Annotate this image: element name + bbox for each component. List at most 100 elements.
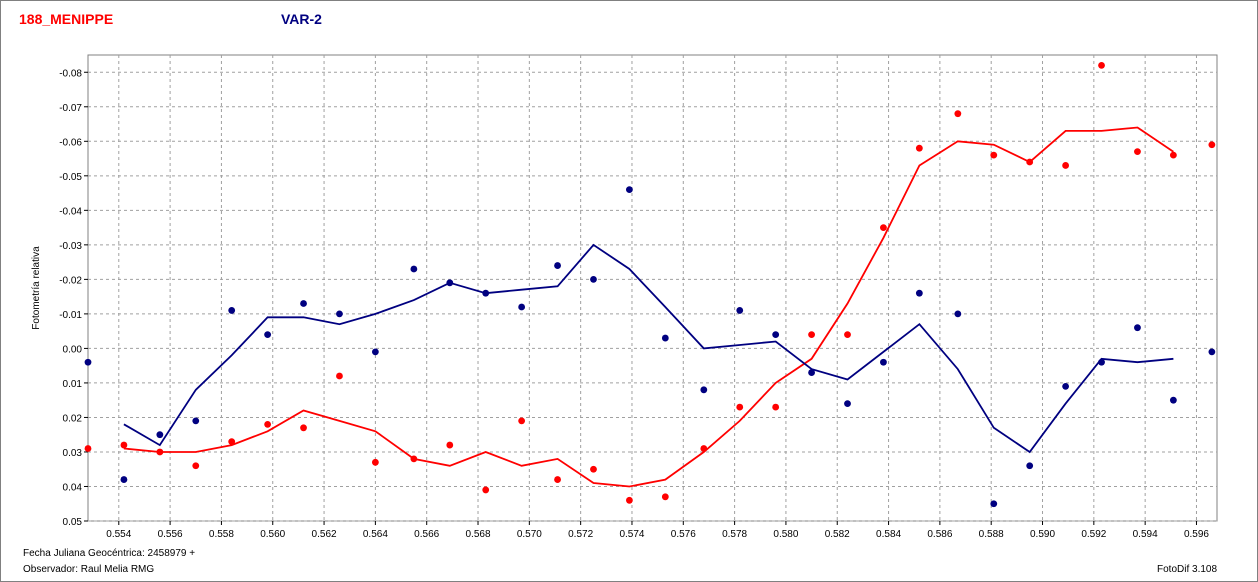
y-tick-label: 0.03: [63, 448, 83, 459]
series-0-point: [736, 403, 744, 411]
y-tick-label: -0.01: [59, 310, 82, 321]
series-1-point: [264, 331, 272, 338]
series-1-point: [915, 289, 923, 297]
x-tick-label: 0.596: [1184, 529, 1209, 540]
series-1-point: [300, 300, 307, 307]
series-1-point: [192, 417, 200, 425]
series-1-point: [1169, 396, 1177, 404]
y-tick-label: -0.08: [59, 68, 82, 79]
series-0-point: [446, 441, 454, 449]
y-tick-label: 0.04: [63, 482, 83, 493]
x-tick-label: 0.582: [825, 529, 850, 540]
series-1-line: [123, 243, 1174, 454]
x-tick-label: 0.558: [209, 529, 234, 540]
series-1-point: [700, 386, 708, 394]
x-tick-label: 0.584: [876, 529, 901, 540]
series-1-point: [410, 265, 418, 273]
series-1-point: [626, 186, 633, 194]
series-0-point: [590, 465, 597, 473]
grid-lines: [88, 55, 1217, 522]
series-1-point: [844, 400, 851, 408]
series-0-point: [1026, 158, 1034, 166]
series-1-point: [990, 500, 998, 508]
series-0-point: [156, 448, 164, 456]
series-1-point: [772, 331, 780, 338]
y-axis-label: Fotometría relativa: [31, 246, 42, 330]
series-0-point: [192, 462, 200, 470]
series-1-point: [880, 358, 887, 366]
series-0-point: [844, 331, 851, 338]
series-1-point: [1098, 358, 1105, 366]
x-tick-label: 0.590: [1030, 529, 1055, 540]
x-tick-label: 0.554: [106, 529, 131, 540]
series-1-point: [808, 369, 815, 376]
y-tick-label: 0.01: [63, 379, 83, 390]
x-tick-label: 0.574: [619, 529, 644, 540]
series-0-line: [123, 126, 1174, 488]
series-1-point: [84, 358, 92, 366]
x-tick-label: 0.572: [568, 529, 593, 540]
series-1-point: [1062, 382, 1070, 390]
series-1-point: [661, 334, 669, 342]
series-0-point: [410, 455, 418, 463]
software-version: FotoDif 3.108: [1157, 564, 1218, 575]
series-1-point: [554, 262, 561, 269]
series-points: [84, 61, 1216, 508]
series-1-point: [1134, 324, 1141, 332]
series-1-point: [1208, 348, 1216, 356]
series-1-point: [371, 348, 379, 356]
x-tick-label: 0.586: [927, 529, 952, 540]
y-tick-label: -0.03: [59, 241, 82, 252]
series-1-point: [446, 279, 454, 287]
series-0-point: [518, 417, 526, 425]
series-0-point: [772, 403, 780, 411]
series-0-point: [1098, 61, 1105, 69]
x-tick-label: 0.578: [722, 529, 747, 540]
series-0-point: [990, 151, 998, 159]
series-0-point: [1208, 141, 1216, 149]
series-1-point: [590, 275, 597, 283]
series-0-point: [700, 445, 708, 452]
y-tick-label: 0.05: [63, 517, 83, 528]
object-title: 188_MENIPPE: [19, 11, 114, 27]
julian-date-footer: Fecha Juliana Geocéntrica: 2458979 +: [23, 548, 196, 559]
series-1-point: [120, 476, 128, 483]
series-0-point: [915, 144, 923, 152]
y-tick-label: -0.05: [59, 172, 82, 183]
x-tick-label: 0.568: [466, 529, 491, 540]
series-1-point: [954, 310, 962, 318]
x-tick-label: 0.562: [312, 529, 337, 540]
series-0-point: [84, 445, 92, 452]
x-tick-label: 0.594: [1133, 529, 1158, 540]
series-1-point: [156, 431, 164, 439]
series-0-point: [300, 424, 307, 432]
variable-title: VAR-2: [281, 11, 322, 27]
series-0-point: [264, 420, 272, 428]
series-1-point: [228, 307, 236, 314]
x-tick-label: 0.576: [671, 529, 696, 540]
y-tick-label: -0.06: [59, 137, 82, 148]
series-0-point: [954, 110, 962, 118]
y-tick-label: 0.00: [63, 344, 83, 355]
series-0-point: [1169, 151, 1177, 159]
series-0-point: [336, 372, 343, 380]
series-1-point: [736, 307, 744, 314]
series-0-point: [482, 486, 490, 494]
y-tick-label: -0.02: [59, 275, 82, 286]
series-1-point: [1026, 462, 1034, 470]
y-tick-label: 0.02: [63, 413, 83, 424]
series-lines: [123, 126, 1174, 488]
x-tick-label: 0.570: [517, 529, 542, 540]
observer-footer: Observador: Raul Melia RMG: [23, 564, 155, 575]
series-0-point: [554, 476, 561, 483]
x-tick-label: 0.580: [773, 529, 798, 540]
x-tick-label: 0.560: [260, 529, 285, 540]
series-0-point: [120, 441, 128, 449]
plot-area: [87, 54, 1218, 522]
series-0-point: [1062, 162, 1070, 169]
x-tick-label: 0.588: [979, 529, 1004, 540]
y-tick-label: -0.07: [59, 103, 82, 114]
series-0-point: [1134, 148, 1141, 156]
